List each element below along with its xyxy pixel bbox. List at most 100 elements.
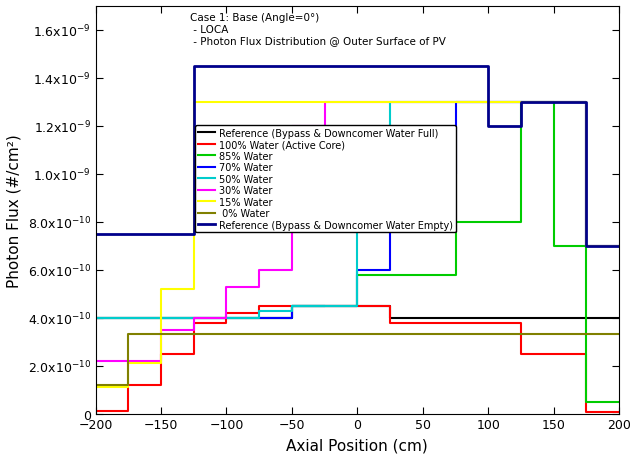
100% Water (Active Core) <box>517 320 525 325</box>
85% Water <box>452 219 459 225</box>
70% Water <box>582 243 590 249</box>
100% Water (Active Core) <box>190 320 198 325</box>
85% Water <box>288 303 296 309</box>
Reference (Bypass & Downcomer Water Empty) <box>484 124 492 129</box>
Line: 15% Water: 15% Water <box>96 103 619 387</box>
30% Water <box>223 315 230 321</box>
30% Water <box>288 268 296 273</box>
Reference (Bypass & Downcomer Water Empty) <box>550 100 558 106</box>
30% Water <box>157 327 165 333</box>
30% Water <box>190 327 198 333</box>
100% Water (Active Core) <box>255 303 263 309</box>
Reference (Bypass & Downcomer Water Empty) <box>582 243 590 249</box>
85% Water <box>550 100 558 106</box>
Line: Reference (Bypass & Downcomer Water Empty): Reference (Bypass & Downcomer Water Empt… <box>96 67 619 246</box>
85% Water <box>321 303 329 309</box>
85% Water <box>550 243 558 249</box>
50% Water <box>92 315 100 321</box>
85% Water <box>517 100 525 106</box>
50% Water <box>582 100 590 106</box>
30% Water <box>615 243 623 249</box>
70% Water <box>615 243 623 249</box>
70% Water <box>353 268 361 273</box>
50% Water <box>615 243 623 249</box>
50% Water <box>386 196 394 201</box>
50% Water <box>288 303 296 309</box>
Reference (Bypass & Downcomer Water Empty) <box>550 100 558 106</box>
 0% Water <box>615 332 623 337</box>
Reference (Bypass & Downcomer Water Empty) <box>190 231 198 237</box>
100% Water (Active Core) <box>386 320 394 325</box>
30% Water <box>157 358 165 364</box>
50% Water <box>386 100 394 106</box>
Text: Case 1: Base (Angle=0°)
 - LOCA
 - Photon Flux Distribution @ Outer Surface of P: Case 1: Base (Angle=0°) - LOCA - Photon … <box>189 13 446 46</box>
100% Water (Active Core) <box>452 320 459 325</box>
Reference (Bypass & Downcomer Water Full) <box>288 315 296 321</box>
85% Water <box>484 219 492 225</box>
70% Water <box>386 268 394 273</box>
15% Water <box>157 361 165 366</box>
Line: 100% Water (Active Core): 100% Water (Active Core) <box>96 306 619 413</box>
30% Water <box>190 315 198 321</box>
100% Water (Active Core) <box>582 410 590 415</box>
30% Water <box>124 358 132 364</box>
70% Water <box>321 303 329 309</box>
100% Water (Active Core) <box>484 320 492 325</box>
50% Water <box>255 315 263 321</box>
70% Water <box>452 172 459 177</box>
15% Water <box>157 286 165 292</box>
Reference (Bypass & Downcomer Water Full) <box>386 315 394 321</box>
Line: Reference (Bypass & Downcomer Water Full): Reference (Bypass & Downcomer Water Full… <box>96 306 619 318</box>
85% Water <box>582 243 590 249</box>
Line: 85% Water: 85% Water <box>96 103 619 402</box>
85% Water <box>353 272 361 278</box>
100% Water (Active Core) <box>582 351 590 357</box>
Reference (Bypass & Downcomer Water Empty) <box>517 124 525 129</box>
 0% Water <box>92 382 100 388</box>
15% Water <box>190 100 198 106</box>
100% Water (Active Core) <box>517 351 525 357</box>
85% Water <box>484 219 492 225</box>
Reference (Bypass & Downcomer Water Empty) <box>190 64 198 69</box>
85% Water <box>615 399 623 404</box>
30% Water <box>582 100 590 106</box>
Line:  0% Water: 0% Water <box>96 335 619 385</box>
100% Water (Active Core) <box>92 409 100 414</box>
Reference (Bypass & Downcomer Water Empty) <box>615 243 623 249</box>
100% Water (Active Core) <box>190 351 198 357</box>
Legend: Reference (Bypass & Downcomer Water Full), 100% Water (Active Core), 85% Water, : Reference (Bypass & Downcomer Water Full… <box>195 126 456 233</box>
30% Water <box>223 284 230 290</box>
85% Water <box>288 315 296 321</box>
 0% Water <box>124 382 132 388</box>
15% Water <box>92 385 100 390</box>
15% Water <box>124 361 132 366</box>
50% Water <box>321 303 329 309</box>
100% Water (Active Core) <box>452 320 459 325</box>
Reference (Bypass & Downcomer Water Full) <box>288 303 296 309</box>
Line: 70% Water: 70% Water <box>96 103 619 318</box>
85% Water <box>517 219 525 225</box>
100% Water (Active Core) <box>223 320 230 325</box>
50% Water <box>419 100 427 106</box>
30% Water <box>124 358 132 364</box>
70% Water <box>452 100 459 106</box>
Reference (Bypass & Downcomer Water Full) <box>386 303 394 309</box>
70% Water <box>419 172 427 177</box>
100% Water (Active Core) <box>124 409 132 414</box>
Reference (Bypass & Downcomer Water Empty) <box>517 100 525 106</box>
Reference (Bypass & Downcomer Water Empty) <box>484 64 492 69</box>
100% Water (Active Core) <box>255 310 263 316</box>
70% Water <box>288 315 296 321</box>
30% Water <box>321 124 329 129</box>
Reference (Bypass & Downcomer Water Full) <box>615 315 623 321</box>
70% Water <box>517 100 525 106</box>
85% Water <box>386 272 394 278</box>
30% Water <box>582 243 590 249</box>
30% Water <box>255 268 263 273</box>
30% Water <box>288 124 296 129</box>
100% Water (Active Core) <box>223 310 230 316</box>
100% Water (Active Core) <box>550 351 558 357</box>
30% Water <box>92 358 100 364</box>
100% Water (Active Core) <box>484 320 492 325</box>
70% Water <box>582 100 590 106</box>
